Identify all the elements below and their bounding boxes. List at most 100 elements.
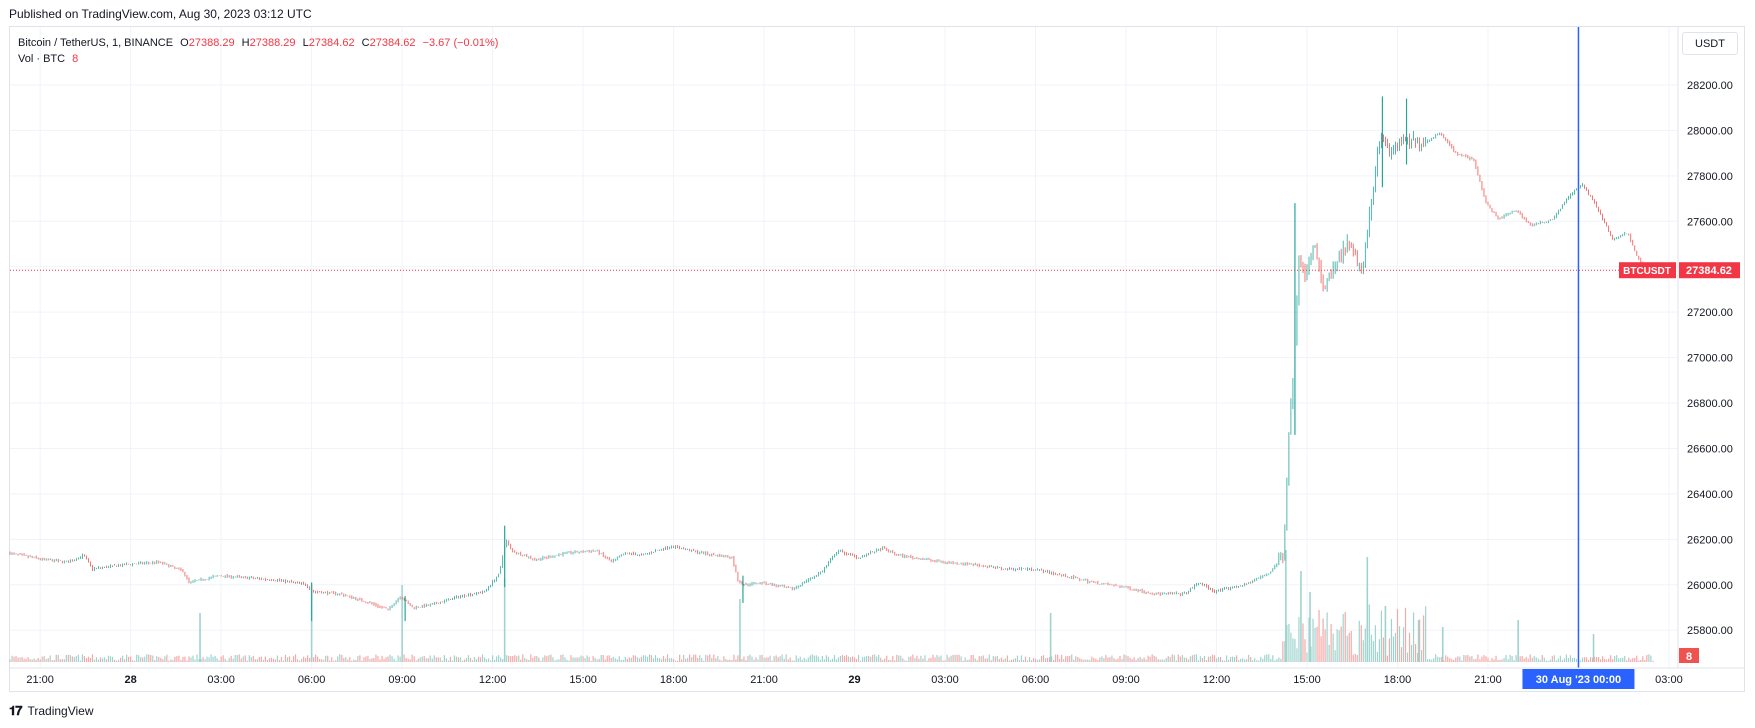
volume-bar	[948, 657, 950, 662]
volume-bar	[194, 659, 196, 662]
volume-bar	[39, 659, 41, 662]
volume-bar	[868, 655, 870, 662]
volume-bar	[1579, 660, 1582, 662]
volume-bar	[200, 658, 202, 662]
volume-bar	[713, 654, 715, 662]
volume-bar	[1396, 609, 1399, 662]
volume-bar	[1364, 628, 1366, 662]
volume-bar	[304, 657, 307, 662]
volume-bar	[1320, 636, 1322, 662]
volume-bar	[1121, 658, 1123, 662]
volume-bar	[1310, 646, 1312, 662]
volume-bar	[1014, 658, 1017, 662]
volume-bar	[546, 656, 548, 662]
volume-bar	[1390, 619, 1393, 662]
volume-bar	[228, 657, 230, 662]
volume-bar	[1465, 655, 1467, 662]
volume-bar	[242, 656, 244, 662]
volume-bar	[176, 656, 178, 662]
volume-bar	[492, 655, 494, 662]
price-tick-label: 27000.00	[1687, 353, 1733, 365]
volume-bar	[220, 656, 222, 662]
volume-bar	[1131, 659, 1133, 662]
volume-bar	[1079, 658, 1081, 662]
time-tick-label: 03:00	[207, 674, 235, 686]
volume-bar	[178, 655, 180, 662]
volume-bar	[413, 656, 415, 662]
volume-bar	[811, 654, 813, 662]
volume-bar	[479, 657, 482, 662]
volume-bar	[1211, 654, 1214, 662]
volume-bar	[1376, 652, 1378, 662]
volume-bar	[1587, 660, 1590, 662]
legend-volume-label: Vol · BTC	[18, 53, 66, 65]
volume-bar	[566, 659, 568, 662]
volume-bar	[103, 657, 106, 662]
volume-bar	[735, 659, 737, 662]
volume-bar	[1388, 638, 1391, 662]
footer-brand[interactable]: 𝟏𝟕 TradingView	[9, 703, 94, 719]
time-tick-label: 06:00	[298, 674, 326, 686]
volume-bar	[1119, 656, 1121, 662]
volume-bar	[1175, 660, 1177, 662]
volume-bar	[1358, 620, 1360, 662]
price-tick-label: 28200.00	[1687, 80, 1733, 92]
volume-bar	[1167, 656, 1169, 662]
volume-bar	[1234, 656, 1236, 662]
volume-bar	[339, 654, 341, 662]
volume-bar	[184, 656, 186, 662]
volume-bar	[1563, 658, 1565, 662]
volume-bar	[1258, 660, 1260, 662]
volume-bar	[37, 658, 39, 662]
volume-bar	[1368, 604, 1370, 662]
volume-bar	[21, 656, 23, 662]
volume-bar	[670, 658, 673, 662]
volume-spike-bar	[401, 585, 403, 662]
volume-bar	[1129, 657, 1131, 662]
volume-bar	[1455, 657, 1457, 662]
volume-bar	[542, 657, 544, 662]
volume-bar	[562, 654, 564, 662]
volume-bar	[186, 660, 188, 662]
volume-bar	[797, 658, 799, 662]
volume-bar	[691, 657, 693, 662]
volume-bar	[767, 657, 769, 662]
volume-bar	[395, 660, 397, 662]
volume-bar	[1032, 658, 1035, 662]
volume-bar	[558, 659, 560, 662]
volume-bar	[1644, 660, 1646, 662]
volume-bar	[411, 654, 413, 662]
volume-bar	[751, 656, 753, 662]
volume-bar	[960, 656, 962, 662]
volume-bar	[918, 658, 920, 662]
volume-bar	[475, 659, 478, 662]
volume-bar	[164, 656, 166, 662]
volume-bar	[624, 656, 626, 662]
volume-bar	[25, 658, 27, 662]
volume-bar	[853, 657, 856, 662]
volume-bar	[196, 654, 198, 662]
volume-bar	[1097, 660, 1099, 662]
volume-bar	[664, 658, 667, 662]
volume-bar	[656, 657, 659, 662]
volume-bar	[1402, 627, 1405, 662]
volume-bar	[1183, 657, 1185, 662]
published-notice: Published on TradingView.com, Aug 30, 20…	[9, 7, 312, 21]
volume-bar	[1344, 611, 1346, 662]
volume-bar	[119, 657, 122, 662]
volume-bar	[1236, 655, 1238, 662]
volume-bar	[1620, 658, 1622, 662]
volume-bar	[906, 660, 908, 662]
volume-bar	[1221, 660, 1224, 662]
volume-bar	[355, 659, 357, 662]
currency-selector-button[interactable]: USDT	[1682, 32, 1738, 55]
volume-bar	[1169, 657, 1171, 662]
legend-open-label: O	[180, 37, 189, 49]
volume-bar	[1149, 656, 1151, 662]
volume-bar	[1030, 660, 1033, 662]
volume-bar	[1398, 626, 1401, 662]
volume-bar	[1382, 637, 1385, 662]
time-tick-label: 03:00	[1655, 674, 1683, 686]
volume-bar	[1046, 657, 1049, 662]
